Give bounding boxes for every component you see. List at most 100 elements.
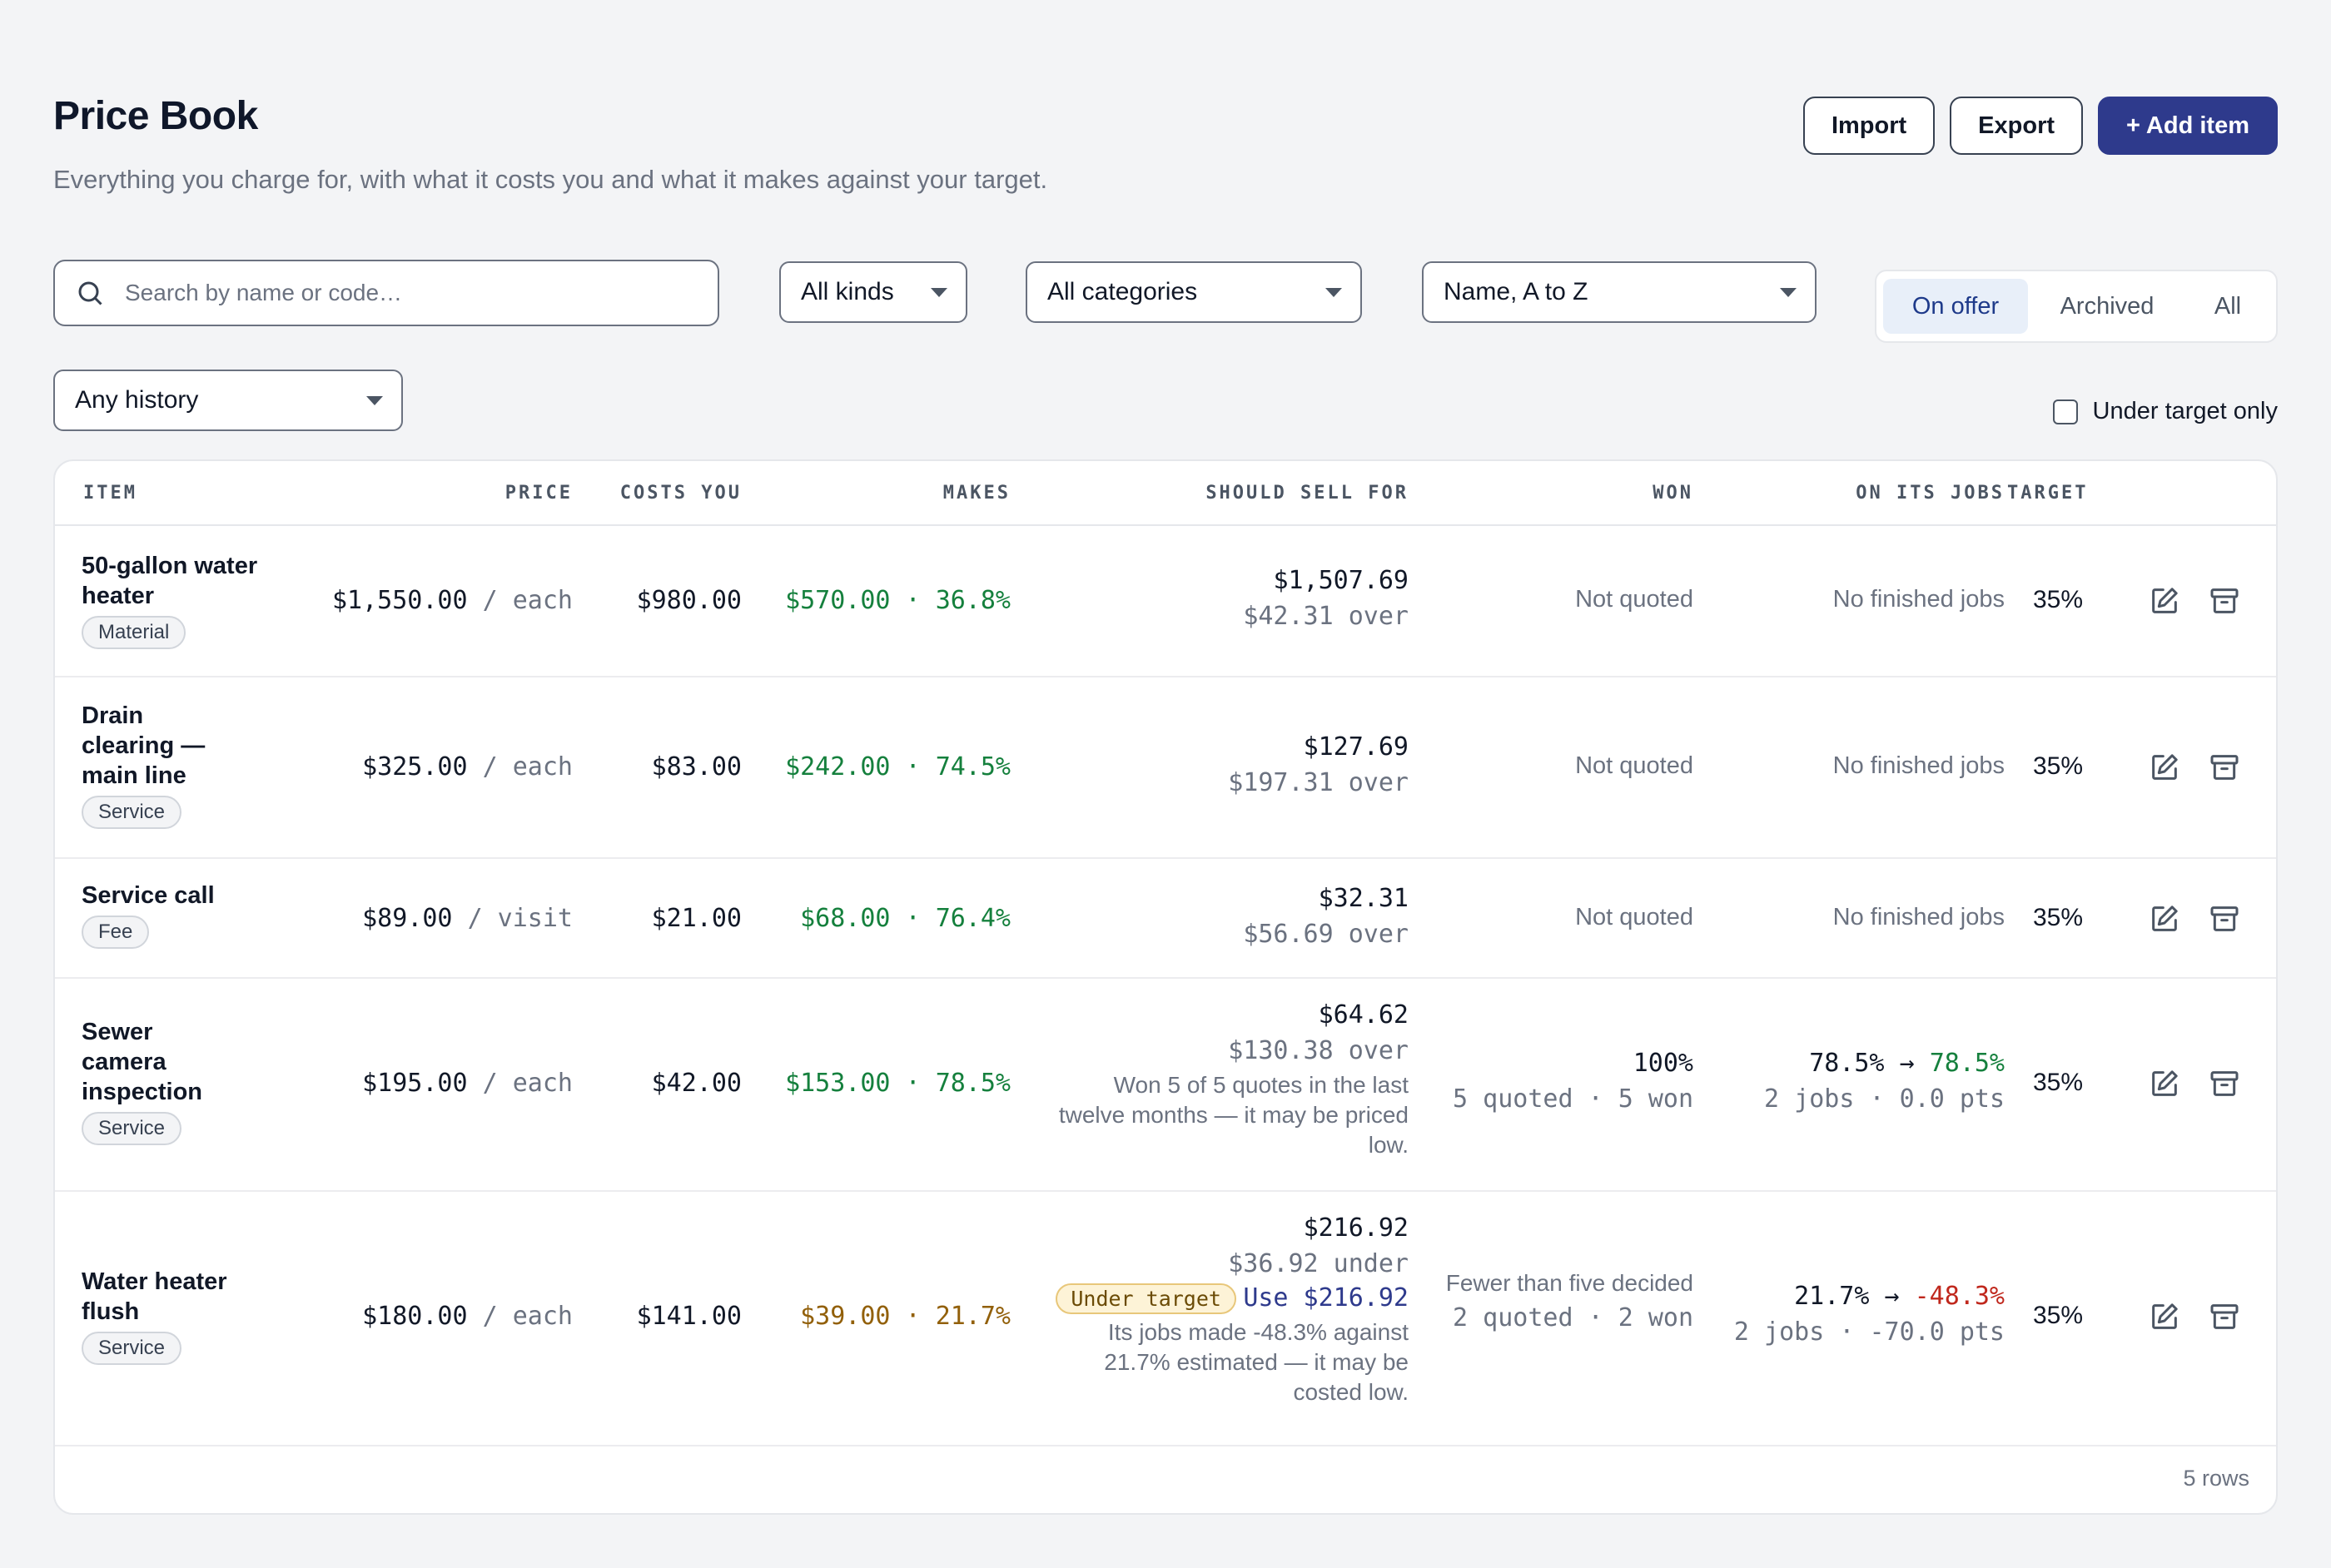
chevron-down-icon — [366, 395, 383, 405]
makes-separator: · — [905, 904, 921, 933]
table-row[interactable]: 50-gallon water heater Material $1,550.0… — [55, 526, 2276, 677]
item-name: Water heater flush — [82, 1268, 227, 1325]
archive-icon[interactable] — [2208, 751, 2241, 784]
price-unit: / each — [482, 1302, 573, 1331]
column-should-sell: SHOULD SELL FOR — [1205, 483, 1409, 504]
import-button[interactable]: Import — [1802, 97, 1936, 155]
makes-amount: $570.00 — [785, 586, 891, 615]
chevron-down-icon — [1780, 287, 1797, 297]
jobs-status: No finished jobs — [1832, 752, 2005, 779]
price-value: $180.00 — [362, 1302, 468, 1331]
kind-select[interactable]: All kinds — [779, 261, 967, 323]
column-costs: COSTS YOU — [619, 483, 742, 504]
item-name: Service call — [82, 882, 215, 909]
sell-note: Won 5 of 5 quotes in the last twelve mon… — [1058, 1072, 1409, 1158]
category-badge: Service — [82, 1112, 182, 1145]
sell-note: Its jobs made -48.3% against 21.7% estim… — [1104, 1319, 1409, 1405]
use-suggested-price-link[interactable]: Use $216.92 — [1243, 1283, 1409, 1312]
archive-icon[interactable] — [2208, 584, 2241, 618]
should-sell-value: $64.62 — [1318, 1000, 1409, 1030]
edit-icon[interactable] — [2148, 902, 2181, 935]
makes-separator: · — [905, 1069, 921, 1098]
edit-icon[interactable] — [2148, 584, 2181, 618]
table-row[interactable]: Service call Fee $89.00 / visit $21.00 $… — [55, 859, 2276, 979]
makes-amount: $153.00 — [785, 1069, 891, 1098]
jobs-detail: 2 jobs · -70.0 pts — [1733, 1317, 2005, 1347]
export-button[interactable]: Export — [1950, 97, 2084, 155]
cost-value: $83.00 — [651, 752, 742, 782]
price-cell: $89.00 / visit — [362, 904, 573, 933]
chevron-down-icon — [1325, 287, 1342, 297]
column-makes: MAKES — [942, 483, 1011, 504]
page-title: Price Book — [53, 94, 258, 138]
price-value: $195.00 — [362, 1069, 468, 1098]
tab-all[interactable]: All — [2214, 292, 2242, 320]
price-unit: / each — [482, 1069, 573, 1098]
makes-percent: 78.5% — [935, 1069, 1011, 1098]
price-unit: / each — [482, 752, 573, 782]
search-box[interactable] — [53, 260, 719, 326]
won-status: Not quoted — [1575, 586, 1693, 613]
should-sell-value: $32.31 — [1318, 884, 1409, 913]
sort-select[interactable]: Name, A to Z — [1422, 261, 1817, 323]
sort-select-value: Name, A to Z — [1444, 278, 1588, 305]
arrow-right-icon: → — [1899, 1049, 1915, 1078]
under-target-checkbox[interactable] — [2052, 399, 2078, 424]
under-target-row: Under target Use $216.92 — [1051, 1283, 1409, 1314]
should-sell-value: $1,507.69 — [1273, 566, 1409, 595]
price-value: $325.00 — [362, 752, 468, 782]
price-unit: / visit — [467, 904, 573, 933]
sell-difference: $42.31 over — [1243, 602, 1409, 631]
edit-icon[interactable] — [2148, 1300, 2181, 1333]
under-target-toggle[interactable]: Under target only — [2052, 398, 2278, 425]
makes-separator: · — [905, 752, 921, 782]
history-select[interactable]: Any history — [53, 370, 403, 431]
cost-value: $141.00 — [636, 1302, 742, 1331]
jobs-status: No finished jobs — [1832, 904, 2005, 930]
column-won: WON — [1653, 483, 1693, 504]
category-badge: Material — [82, 616, 186, 649]
tab-on-offer[interactable]: On offer — [1883, 279, 2028, 334]
won-note: Fewer than five decided — [1445, 1270, 1693, 1296]
jobs-actual: 78.5% — [1929, 1049, 2005, 1078]
tab-archived[interactable]: Archived — [2060, 292, 2155, 320]
page-subtitle: Everything you charge for, with what it … — [53, 165, 1048, 194]
makes-cell: $242.00 · 74.5% — [785, 752, 1011, 782]
table-row[interactable]: Water heater flush Service $180.00 / eac… — [55, 1192, 2276, 1446]
price-cell: $195.00 / each — [362, 1069, 573, 1098]
category-badge: Service — [82, 796, 182, 829]
header-actions: Import Export + Add item — [1802, 97, 2278, 155]
add-item-button[interactable]: + Add item — [2098, 97, 2278, 155]
price-unit: / each — [482, 586, 573, 615]
sell-difference: $197.31 over — [1228, 768, 1409, 797]
jobs-detail: 2 jobs · 0.0 pts — [1764, 1084, 2005, 1114]
target-value: 35% — [2032, 586, 2083, 613]
table-row[interactable]: Sewer camera inspection Service $195.00 … — [55, 979, 2276, 1192]
target-value: 35% — [2032, 752, 2083, 780]
price-cell: $1,550.00 / each — [332, 586, 573, 615]
price-value: $89.00 — [362, 904, 453, 933]
search-icon — [78, 281, 102, 305]
edit-icon[interactable] — [2148, 751, 2181, 784]
jobs-margin: 78.5% → 78.5% — [1764, 1049, 2005, 1078]
should-sell-value: $127.69 — [1303, 732, 1409, 762]
makes-amount: $68.00 — [800, 904, 891, 933]
cost-value: $980.00 — [636, 586, 742, 615]
category-select[interactable]: All categories — [1026, 261, 1362, 323]
search-input[interactable] — [125, 280, 674, 306]
under-target-label: Under target only — [2092, 398, 2278, 424]
makes-amount: $242.00 — [785, 752, 891, 782]
makes-percent: 36.8% — [935, 586, 1011, 615]
column-item: ITEM — [83, 483, 137, 504]
makes-cell: $570.00 · 36.8% — [785, 586, 1011, 615]
edit-icon[interactable] — [2148, 1067, 2181, 1100]
history-select-value: Any history — [75, 386, 199, 414]
archive-icon[interactable] — [2208, 902, 2241, 935]
cost-value: $42.00 — [651, 1069, 742, 1098]
archive-icon[interactable] — [2208, 1300, 2241, 1333]
makes-cell: $39.00 · 21.7% — [800, 1302, 1011, 1331]
cost-value: $21.00 — [651, 904, 742, 933]
archive-icon[interactable] — [2208, 1067, 2241, 1100]
table-row[interactable]: Drain clearing — main line Service $325.… — [55, 677, 2276, 859]
jobs-actual: -48.3% — [1914, 1282, 2005, 1311]
